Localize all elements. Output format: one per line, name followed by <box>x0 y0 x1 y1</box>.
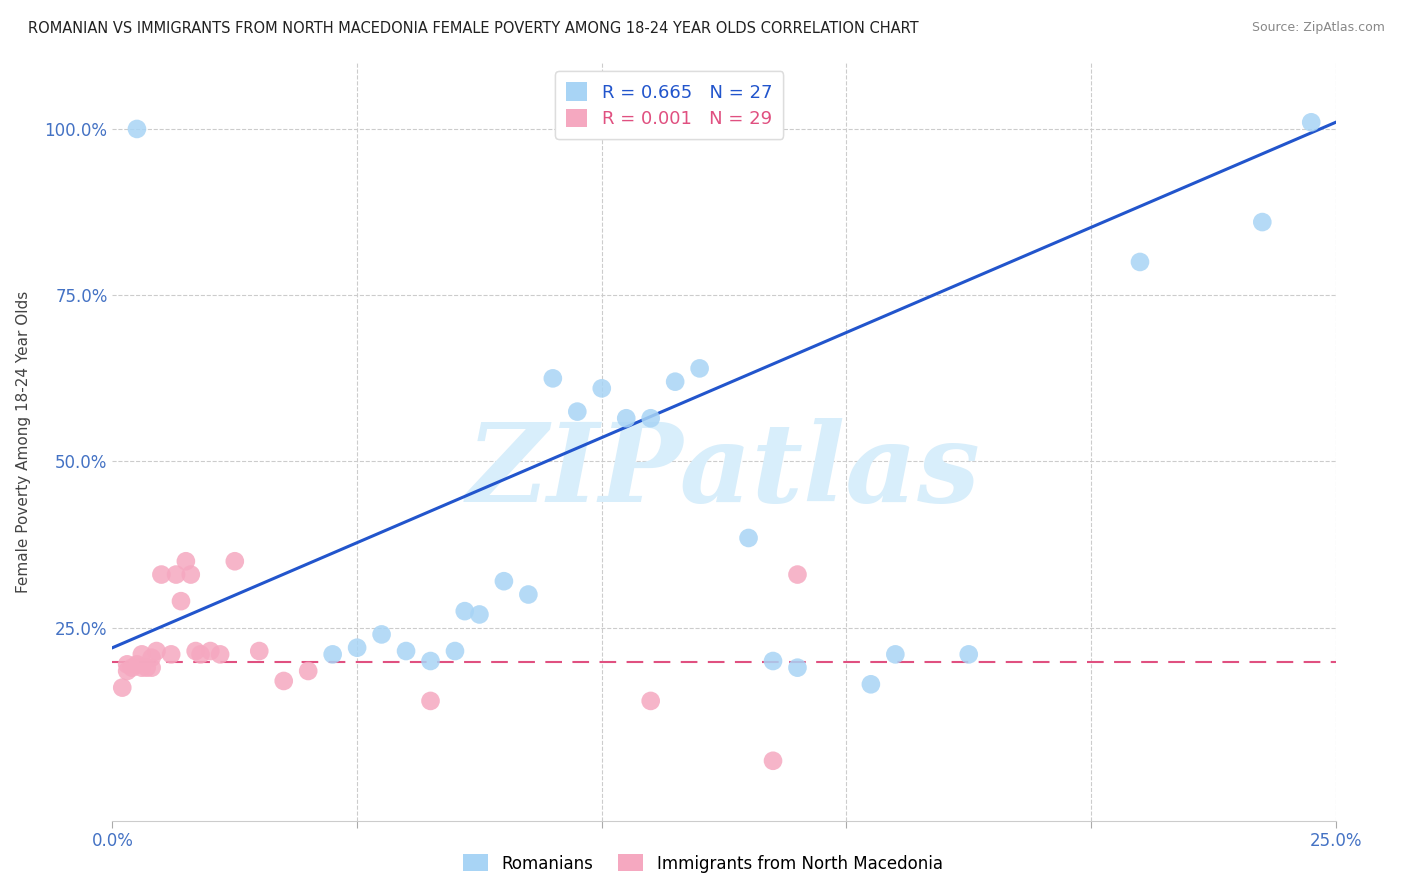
Point <box>111 681 134 695</box>
Point <box>141 661 163 675</box>
Point <box>200 644 222 658</box>
Point <box>591 381 613 395</box>
Point <box>170 594 193 608</box>
Point <box>273 673 295 688</box>
Point <box>115 664 138 678</box>
Point <box>322 648 344 662</box>
Point <box>468 607 491 622</box>
Point <box>131 661 153 675</box>
Legend: R = 0.665   N = 27, R = 0.001   N = 29: R = 0.665 N = 27, R = 0.001 N = 29 <box>555 71 783 139</box>
Point <box>247 644 270 658</box>
Legend: Romanians, Immigrants from North Macedonia: Romanians, Immigrants from North Macedon… <box>457 847 949 880</box>
Point <box>786 661 808 675</box>
Point <box>160 648 183 662</box>
Text: ZIPatlas: ZIPatlas <box>467 418 981 525</box>
Point <box>762 754 785 768</box>
Point <box>1129 255 1152 269</box>
Point <box>395 644 418 658</box>
Text: Source: ZipAtlas.com: Source: ZipAtlas.com <box>1251 21 1385 34</box>
Point <box>859 677 882 691</box>
Point <box>209 648 232 662</box>
Point <box>419 654 441 668</box>
Point <box>370 627 392 641</box>
Point <box>174 554 197 568</box>
Point <box>1251 215 1274 229</box>
Point <box>121 661 143 675</box>
Point <box>492 574 515 589</box>
Point <box>444 644 467 658</box>
Point <box>150 567 173 582</box>
Text: ROMANIAN VS IMMIGRANTS FROM NORTH MACEDONIA FEMALE POVERTY AMONG 18-24 YEAR OLDS: ROMANIAN VS IMMIGRANTS FROM NORTH MACEDO… <box>28 21 918 36</box>
Point <box>517 587 540 601</box>
Point <box>135 661 157 675</box>
Point <box>125 657 148 672</box>
Point <box>541 371 564 385</box>
Point <box>737 531 759 545</box>
Point <box>165 567 187 582</box>
Point <box>664 375 686 389</box>
Point <box>125 122 148 136</box>
Point <box>184 644 207 658</box>
Point <box>346 640 368 655</box>
Point <box>762 654 785 668</box>
Point <box>614 411 637 425</box>
Point <box>141 650 163 665</box>
Point <box>224 554 246 568</box>
Point <box>180 567 202 582</box>
Point <box>145 644 167 658</box>
Point <box>419 694 441 708</box>
Point <box>1301 115 1323 129</box>
Y-axis label: Female Poverty Among 18-24 Year Olds: Female Poverty Among 18-24 Year Olds <box>15 291 31 592</box>
Point <box>454 604 477 618</box>
Point <box>640 694 662 708</box>
Point <box>190 648 212 662</box>
Point <box>297 664 319 678</box>
Point <box>884 648 907 662</box>
Point <box>567 404 589 418</box>
Point <box>957 648 980 662</box>
Point <box>689 361 711 376</box>
Point <box>115 657 138 672</box>
Point <box>131 648 153 662</box>
Point <box>640 411 662 425</box>
Point <box>786 567 808 582</box>
